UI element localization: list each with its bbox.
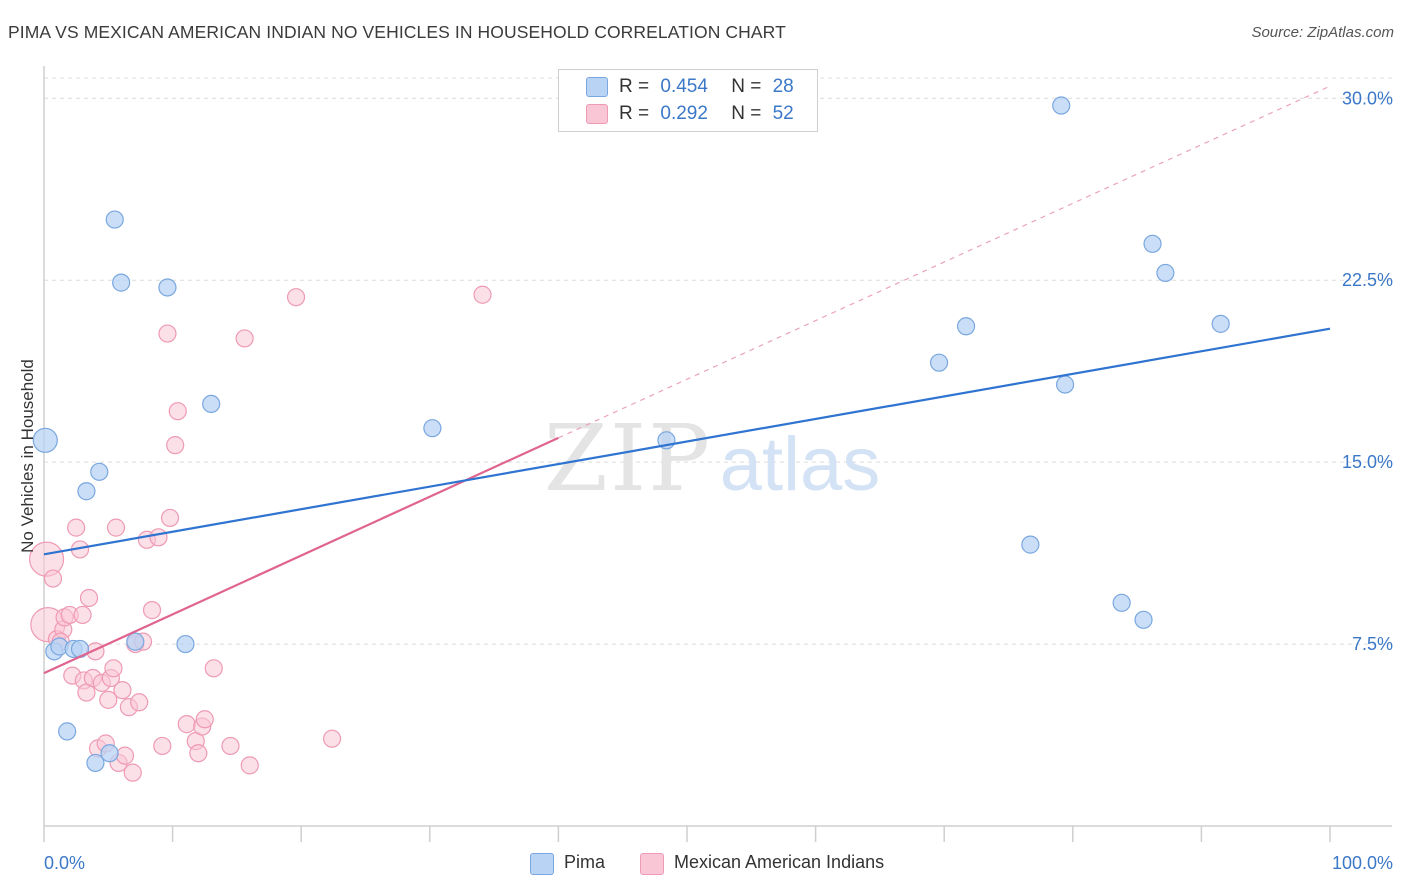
tick-labels: 7.5% 15.0% 22.5% 30.0% 0.0% 100.0% — [44, 88, 1393, 873]
mexican-point — [240, 756, 259, 775]
y-tick-label: 15.0% — [1342, 452, 1393, 472]
y-tick-label: 22.5% — [1342, 270, 1393, 290]
mexican-point — [149, 528, 168, 547]
mexican-r-label: R = — [619, 103, 650, 124]
pima-point — [32, 427, 58, 453]
mexican-point — [104, 659, 123, 678]
pima-trend-line — [43, 327, 1331, 556]
mexican-point — [221, 736, 240, 756]
chart-title: PIMA VS MEXICAN AMERICAN INDIAN NO VEHIC… — [8, 22, 786, 42]
mexican-point — [177, 715, 196, 734]
mexican-point — [73, 605, 92, 625]
y-axis-label: No Vehicles in Household — [18, 359, 37, 553]
mexican-point — [106, 518, 126, 537]
pima-point — [77, 482, 96, 501]
mexican-point — [67, 518, 86, 537]
pima-swatch — [586, 77, 608, 97]
grid-lines — [44, 77, 1392, 645]
pima-legend-swatch — [530, 853, 554, 875]
source-label: Source: ZipAtlas.com — [1251, 24, 1394, 41]
pima-point — [929, 353, 949, 372]
mexican-n-label: N = — [731, 103, 762, 124]
pima-n-label: N = — [731, 76, 762, 97]
mexican-point — [142, 601, 162, 620]
pima-r-label: R = — [619, 76, 650, 97]
pima-point — [176, 634, 195, 654]
mexican-point — [130, 693, 149, 712]
mexican-point — [158, 324, 177, 343]
pima-point — [1143, 234, 1162, 253]
mexican-points — [28, 285, 492, 782]
pima-point — [1211, 314, 1230, 333]
pima-point — [126, 632, 145, 651]
y-tick-label: 7.5% — [1352, 634, 1393, 654]
mexican-point — [195, 710, 214, 729]
pima-point — [86, 753, 105, 773]
mexican-point — [189, 744, 208, 763]
pima-r-value: 0.454 — [660, 76, 708, 97]
pima-n-value: 28 — [772, 76, 794, 97]
mexican-point — [286, 288, 306, 307]
mexican-trend-line — [43, 436, 559, 675]
mexican-n-value: 52 — [772, 103, 794, 124]
pima-point — [58, 722, 77, 741]
pima-point — [100, 744, 119, 763]
trend-lines — [43, 85, 1331, 675]
mexican-point — [166, 436, 185, 455]
mexican-point — [99, 690, 118, 709]
pima-point — [1052, 96, 1071, 115]
pima-point — [956, 317, 976, 336]
mexican-point — [235, 329, 254, 348]
pima-point — [1055, 375, 1075, 394]
mexican-point — [322, 729, 342, 748]
watermark-zip: ZIP — [544, 405, 712, 512]
x-tick-label: 0.0% — [44, 853, 85, 873]
pima-point — [202, 394, 221, 414]
mexican-point — [153, 736, 172, 756]
mexican-point — [113, 681, 132, 700]
pima-legend-label: Pima — [564, 852, 606, 872]
mexican-point — [79, 588, 99, 608]
legend: R = 0.454 N = 28 R = 0.292 N = 52 — [558, 69, 818, 132]
mexican-legend-label: Mexican American Indians — [674, 852, 885, 872]
pima-points — [32, 96, 1230, 773]
pima-point — [423, 419, 442, 438]
mexican-legend-swatch — [640, 853, 664, 875]
x-tick-label: 100.0% — [1332, 853, 1393, 873]
y-tick-label: 30.0% — [1342, 88, 1393, 108]
pima-point — [105, 210, 124, 229]
mexican-point — [43, 569, 63, 588]
mexican-point — [123, 763, 142, 782]
mexican-point — [168, 402, 187, 421]
pima-point — [1156, 263, 1175, 283]
mexican-point — [473, 285, 492, 304]
mexican-r-value: 0.292 — [660, 103, 708, 124]
pima-point — [1134, 610, 1153, 629]
pima-point — [158, 278, 177, 297]
pima-point — [90, 462, 109, 481]
watermark-atlas: atlas — [720, 422, 881, 507]
mexican-point — [115, 746, 135, 765]
mexican-point — [204, 659, 223, 678]
pima-point — [1112, 593, 1131, 612]
axes — [43, 66, 1392, 842]
pima-point — [1021, 535, 1040, 554]
mexican-trend-extension — [558, 85, 1331, 439]
mexican-point — [160, 508, 180, 528]
mexican-swatch — [586, 104, 608, 124]
pima-point — [112, 273, 131, 292]
